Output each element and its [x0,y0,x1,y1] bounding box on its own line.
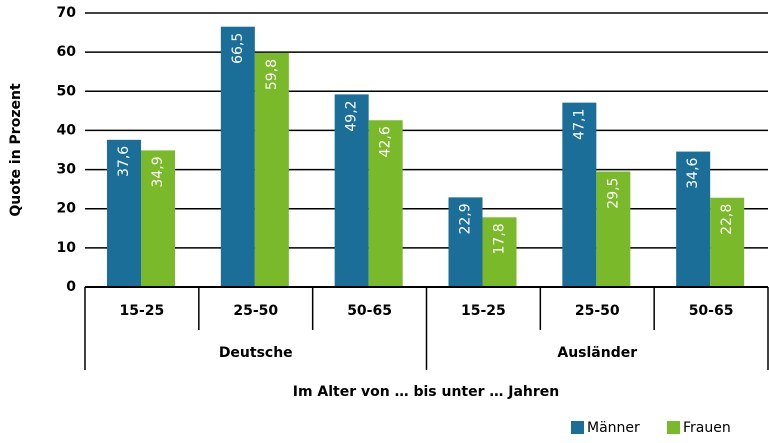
value-label: 59,8 [264,59,280,90]
value-label: 34,9 [150,156,166,187]
y-tick-label: 40 [57,122,77,138]
group-label: Deutsche [219,345,293,361]
x-tick-label: 25-50 [233,303,278,319]
bar [676,151,711,287]
bar [710,197,745,287]
legend-label: Frauen [683,420,731,436]
bar [596,171,631,287]
y-axis-title: Quote in Prozent [8,83,24,217]
x-tick-label: 15-25 [461,303,506,319]
bar [220,26,255,287]
value-label: 49,2 [344,100,360,131]
x-tick-label: 15-25 [120,303,165,319]
legend-swatch [571,421,584,434]
value-label: 47,1 [571,109,587,140]
group-label: Ausländer [557,345,637,361]
value-label: 29,5 [605,178,621,209]
y-tick-label: 50 [57,83,77,99]
bar [368,120,403,287]
x-tick-label: 25-50 [575,303,620,319]
y-tick-label: 60 [57,44,77,60]
bar [334,94,369,287]
value-label: 42,6 [378,126,394,157]
legend-swatch [667,421,680,434]
y-tick-label: 20 [57,201,77,217]
x-tick-label: 50-65 [689,303,734,319]
y-tick-label: 0 [66,279,76,295]
value-label: 37,6 [116,146,132,177]
bar [254,52,289,287]
value-label: 17,8 [492,223,508,254]
bar [141,150,175,287]
bar [448,197,483,287]
value-label: 22,8 [719,204,735,235]
legend-label: Männer [587,420,640,436]
bar [482,217,517,287]
y-tick-label: 30 [57,162,77,178]
value-label: 34,6 [685,157,701,188]
bar [562,102,597,287]
value-label: 22,9 [458,203,474,234]
y-tick-label: 70 [57,5,77,21]
value-label: 66,5 [230,33,246,64]
y-tick-label: 10 [57,240,77,256]
x-axis-title: Im Alter von … bis unter … Jahren [293,384,560,400]
x-tick-label: 50-65 [347,303,392,319]
bar [107,139,141,287]
